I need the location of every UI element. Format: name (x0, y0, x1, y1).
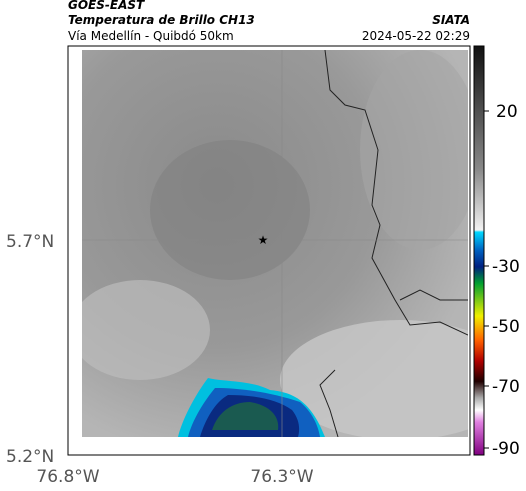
product: GOES-EAST (68, 0, 145, 12)
imagery (82, 50, 468, 437)
marker: ★ (258, 233, 269, 247)
frame (67, 45, 471, 456)
lat-label: 5.7°N (6, 232, 54, 252)
lon-label: 76.3°W (250, 467, 313, 487)
colorbar-label: 20 (496, 102, 518, 122)
colorbar-label: -50 (492, 317, 520, 337)
timestamp: 2024-05-22 02:29 (362, 29, 470, 43)
colorbar-label: -70 (492, 377, 520, 397)
title: Temperatura de Brillo CH13 (68, 13, 255, 27)
lon-label: 76.8°W (36, 467, 99, 487)
colorbar-label: -30 (492, 257, 520, 277)
colorbar (473, 45, 485, 456)
source: SIATA (432, 13, 470, 27)
subtitle: Vía Medellín - Quibdó 50km (68, 29, 234, 43)
lat-label: 5.2°N (6, 447, 54, 467)
colorbar-label: -90 (492, 439, 520, 459)
